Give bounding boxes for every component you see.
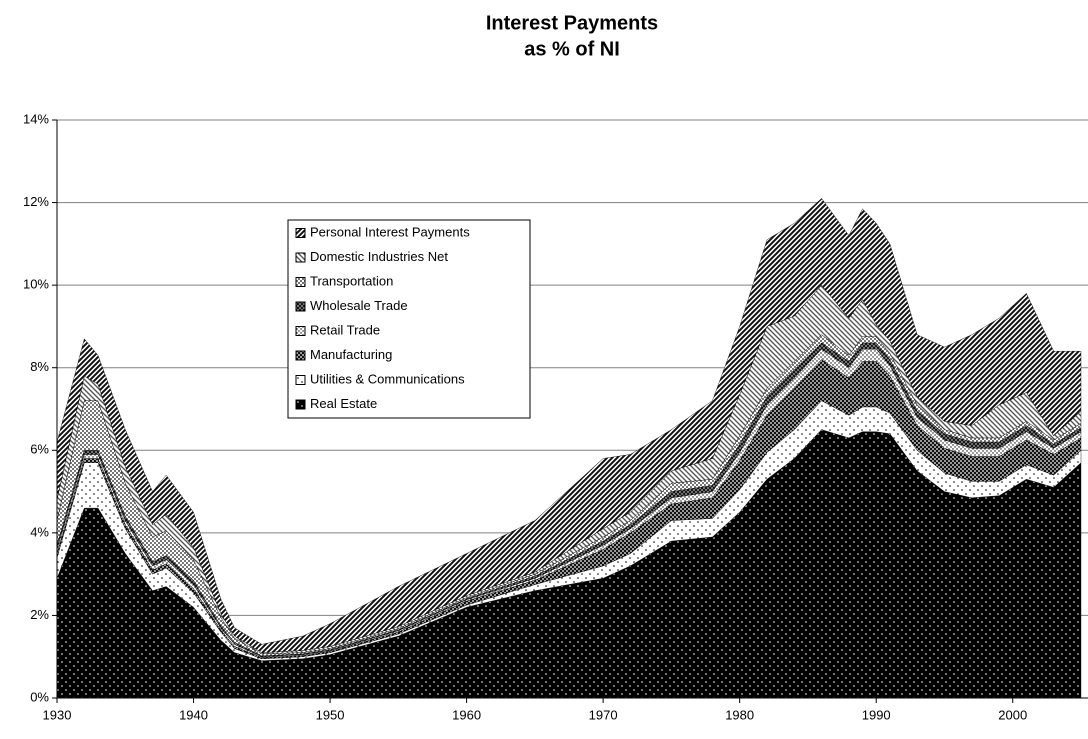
legend-swatch	[295, 399, 306, 410]
legend-swatch	[295, 350, 306, 361]
y-tick-label: 6%	[30, 442, 49, 457]
legend-label: Utilities & Communications	[310, 371, 465, 386]
y-tick-label: 8%	[30, 359, 49, 374]
chart-subtitle: as % of NI	[524, 38, 620, 60]
legend-swatch	[295, 301, 306, 312]
y-tick-label: 4%	[30, 524, 49, 539]
x-tick-label: 1960	[452, 707, 481, 722]
legend-swatch	[295, 326, 306, 336]
legend-label: Personal Interest Payments	[310, 224, 470, 239]
legend-label: Real Estate	[310, 396, 377, 411]
legend-swatch	[295, 277, 306, 287]
area	[56, 198, 1082, 653]
legend-label: Retail Trade	[310, 322, 380, 337]
y-tick-label: 0%	[30, 689, 49, 704]
legend-label: Wholesale Trade	[310, 298, 408, 313]
x-tick-label: 1930	[43, 707, 72, 722]
legend-label: Manufacturing	[310, 347, 392, 362]
x-tick-label: 1980	[725, 707, 754, 722]
x-tick-label: 1990	[862, 707, 891, 722]
y-tick-label: 12%	[23, 194, 49, 209]
x-tick-label: 2000	[998, 707, 1027, 722]
legend-swatch	[295, 375, 306, 385]
y-tick-label: 14%	[23, 111, 49, 126]
legend-box	[287, 219, 531, 419]
x-tick-label: 1950	[316, 707, 345, 722]
y-tick-label: 10%	[23, 277, 49, 292]
x-tick-label: 1940	[179, 707, 208, 722]
y-tick-label: 2%	[30, 607, 49, 622]
legend-swatch	[295, 228, 306, 238]
x-tick-label: 1970	[589, 707, 618, 722]
legend-label: Domestic Industries Net	[310, 249, 448, 264]
chart-title: Interest Payments	[486, 12, 658, 34]
legend-label: Transportation	[310, 273, 393, 288]
legend-swatch	[295, 252, 306, 263]
